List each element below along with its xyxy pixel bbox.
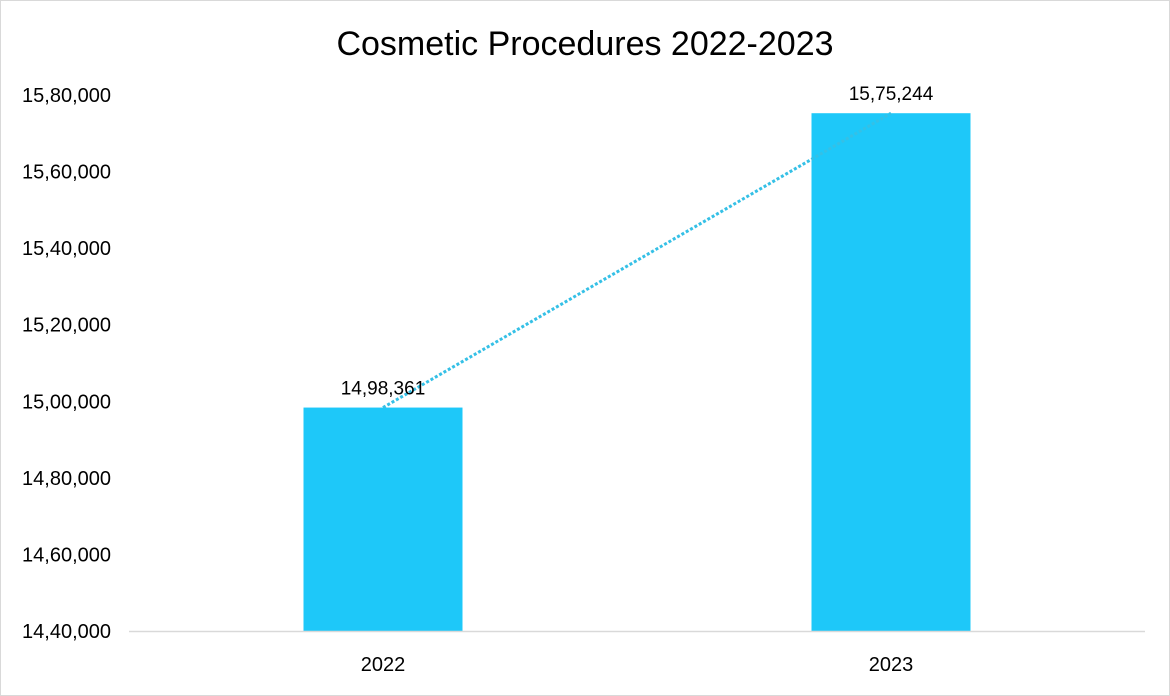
data-labels: 14,98,361 15,75,244: [341, 84, 934, 399]
y-tick-label: 15,00,000: [22, 391, 111, 413]
data-label-2022: 14,98,361: [341, 379, 426, 400]
bars: [303, 113, 971, 632]
y-tick-label: 14,60,000: [22, 544, 111, 566]
chart-title: Cosmetic Procedures 2022-2023: [336, 25, 833, 63]
y-tick-label: 14,80,000: [22, 468, 111, 490]
y-tick-label: 15,40,000: [22, 238, 111, 260]
y-tick-label: 15,20,000: [22, 315, 111, 337]
x-axis-labels: 2022 2023: [361, 654, 914, 676]
y-tick-label: 15,60,000: [22, 162, 111, 184]
y-tick-label: 15,80,000: [22, 85, 111, 107]
y-tick-label: 14,40,000: [22, 621, 111, 643]
bar-2023: [811, 113, 971, 632]
data-label-2023: 15,75,244: [849, 84, 934, 105]
x-tick-label-2022: 2022: [361, 654, 406, 676]
trendline-group: [382, 111, 892, 409]
y-axis-labels: 14,40,000 14,60,000 14,80,000 15,00,000 15,2…: [22, 85, 111, 643]
bar-2022: [303, 407, 463, 631]
trendline: [382, 111, 892, 409]
x-tick-label-2023: 2023: [869, 654, 914, 676]
